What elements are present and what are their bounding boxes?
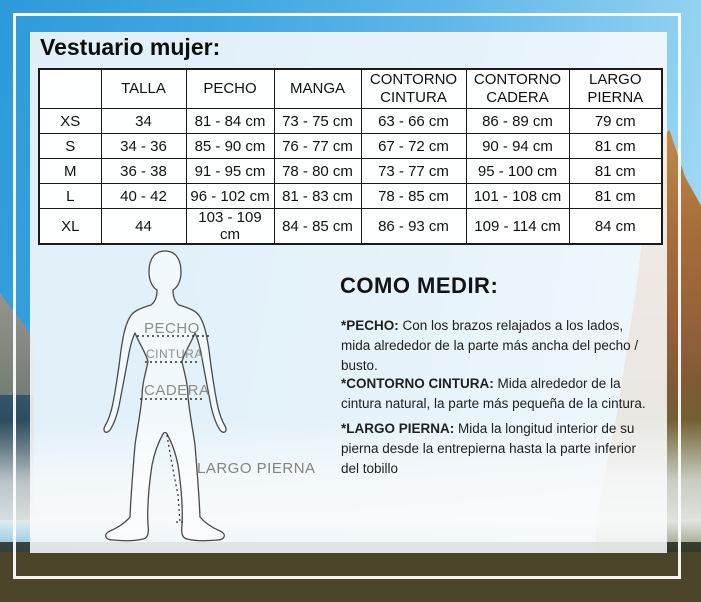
cell-cadera: 101 - 108 cm: [465, 183, 570, 209]
table-row-s: S 34 - 36 85 - 90 cm 76 - 77 cm 67 - 72 …: [38, 133, 663, 159]
cell-manga: 81 - 83 cm: [273, 183, 362, 209]
cell-manga: 84 - 85 cm: [273, 208, 362, 245]
cell-cadera: 86 - 89 cm: [465, 108, 570, 134]
instruction-pecho: *PECHO: Con los brazos relajados a los l…: [341, 316, 665, 376]
cell-pecho: 85 - 90 cm: [185, 133, 275, 159]
cell-size: XS: [38, 108, 102, 134]
chest-label: PECHO: [144, 320, 200, 337]
cell-pecho: 96 - 102 cm: [185, 183, 275, 209]
header-talla: TALLA: [100, 68, 187, 109]
cell-size: M: [38, 158, 102, 184]
table-row-xl: XL 44 103 - 109 cm 84 - 85 cm 86 - 93 cm…: [38, 208, 663, 245]
cell-cintura: 73 - 77 cm: [360, 158, 467, 184]
cell-pecho: 81 - 84 cm: [185, 108, 275, 134]
cell-talla: 36 - 38: [100, 158, 187, 184]
cell-size: XL: [38, 208, 102, 245]
cell-cintura: 78 - 85 cm: [360, 183, 467, 209]
body-diagram: [103, 250, 227, 542]
cell-pierna: 79 cm: [568, 108, 663, 134]
cell-talla: 34 - 36: [100, 133, 187, 159]
cell-manga: 73 - 75 cm: [273, 108, 362, 134]
header-blank: [38, 68, 102, 109]
instruction-text: Con los brazos relajados a los lados, mi…: [341, 318, 639, 373]
page-title: Vestuario mujer:: [40, 34, 221, 60]
header-contorno-cintura: CONTORNO CINTURA: [360, 68, 467, 109]
header-manga: MANGA: [273, 68, 362, 109]
cell-talla: 44: [100, 208, 187, 245]
cell-cintura: 67 - 72 cm: [360, 133, 467, 159]
cell-size: L: [38, 183, 102, 209]
body-outline: [103, 250, 227, 542]
cell-cadera: 90 - 94 cm: [465, 133, 570, 159]
table-row-l: L 40 - 42 96 - 102 cm 81 - 83 cm 78 - 85…: [38, 183, 663, 209]
instruction-term: *CONTORNO CINTURA:: [341, 376, 494, 391]
table-row-xs: XS 34 81 - 84 cm 73 - 75 cm 63 - 66 cm 8…: [38, 108, 663, 134]
table-header-row: TALLA PECHO MANGA CONTORNO CINTURA CONTO…: [38, 68, 663, 109]
frame-border: [13, 13, 681, 579]
cell-manga: 76 - 77 cm: [273, 133, 362, 159]
cell-manga: 78 - 80 cm: [273, 158, 362, 184]
cell-pierna: 81 cm: [568, 158, 663, 184]
cell-pierna: 81 cm: [568, 183, 663, 209]
cell-cadera: 95 - 100 cm: [465, 158, 570, 184]
cell-pierna: 81 cm: [568, 133, 663, 159]
size-table: TALLA PECHO MANGA CONTORNO CINTURA CONTO…: [38, 68, 663, 245]
instruction-largo-pierna: *LARGO PIERNA: Mida la longitud interior…: [341, 419, 665, 479]
instruction-term: *PECHO:: [341, 318, 399, 333]
instruction-text: Mida la longitud interior de su pierna d…: [341, 421, 636, 476]
header-pecho: PECHO: [185, 68, 275, 109]
cell-pierna: 84 cm: [568, 208, 663, 245]
waist-label: CINTURA: [146, 347, 203, 361]
inseam-measure-line: [166, 434, 184, 523]
cell-talla: 34: [100, 108, 187, 134]
cell-cintura: 63 - 66 cm: [360, 108, 467, 134]
cell-pecho: 103 - 109 cm: [185, 208, 275, 245]
header-contorno-cadera: CONTORNO CADERA: [465, 68, 570, 109]
instruction-text: Mida alrededor de la cintura natural, la…: [341, 376, 646, 411]
table-row-m: M 36 - 38 91 - 95 cm 78 - 80 cm 73 - 77 …: [38, 158, 663, 184]
leg-length-label: LARGO PIERNA: [197, 460, 316, 477]
how-to-measure-heading: COMO MEDIR:: [340, 273, 499, 298]
header-largo-pierna: LARGO PIERNA: [568, 68, 663, 109]
cell-cadera: 109 - 114 cm: [465, 208, 570, 245]
content-panel: Vestuario mujer: TALLA PECHO MANGA CONTO…: [30, 32, 667, 553]
instruction-contorno-cintura: *CONTORNO CINTURA: Mida alrededor de la …: [341, 374, 665, 414]
cell-size: S: [38, 133, 102, 159]
cell-talla: 40 - 42: [100, 183, 187, 209]
cell-pecho: 91 - 95 cm: [185, 158, 275, 184]
hip-label: CADERA: [144, 382, 210, 399]
instruction-term: *LARGO PIERNA:: [341, 421, 455, 436]
cell-cintura: 86 - 93 cm: [360, 208, 467, 245]
